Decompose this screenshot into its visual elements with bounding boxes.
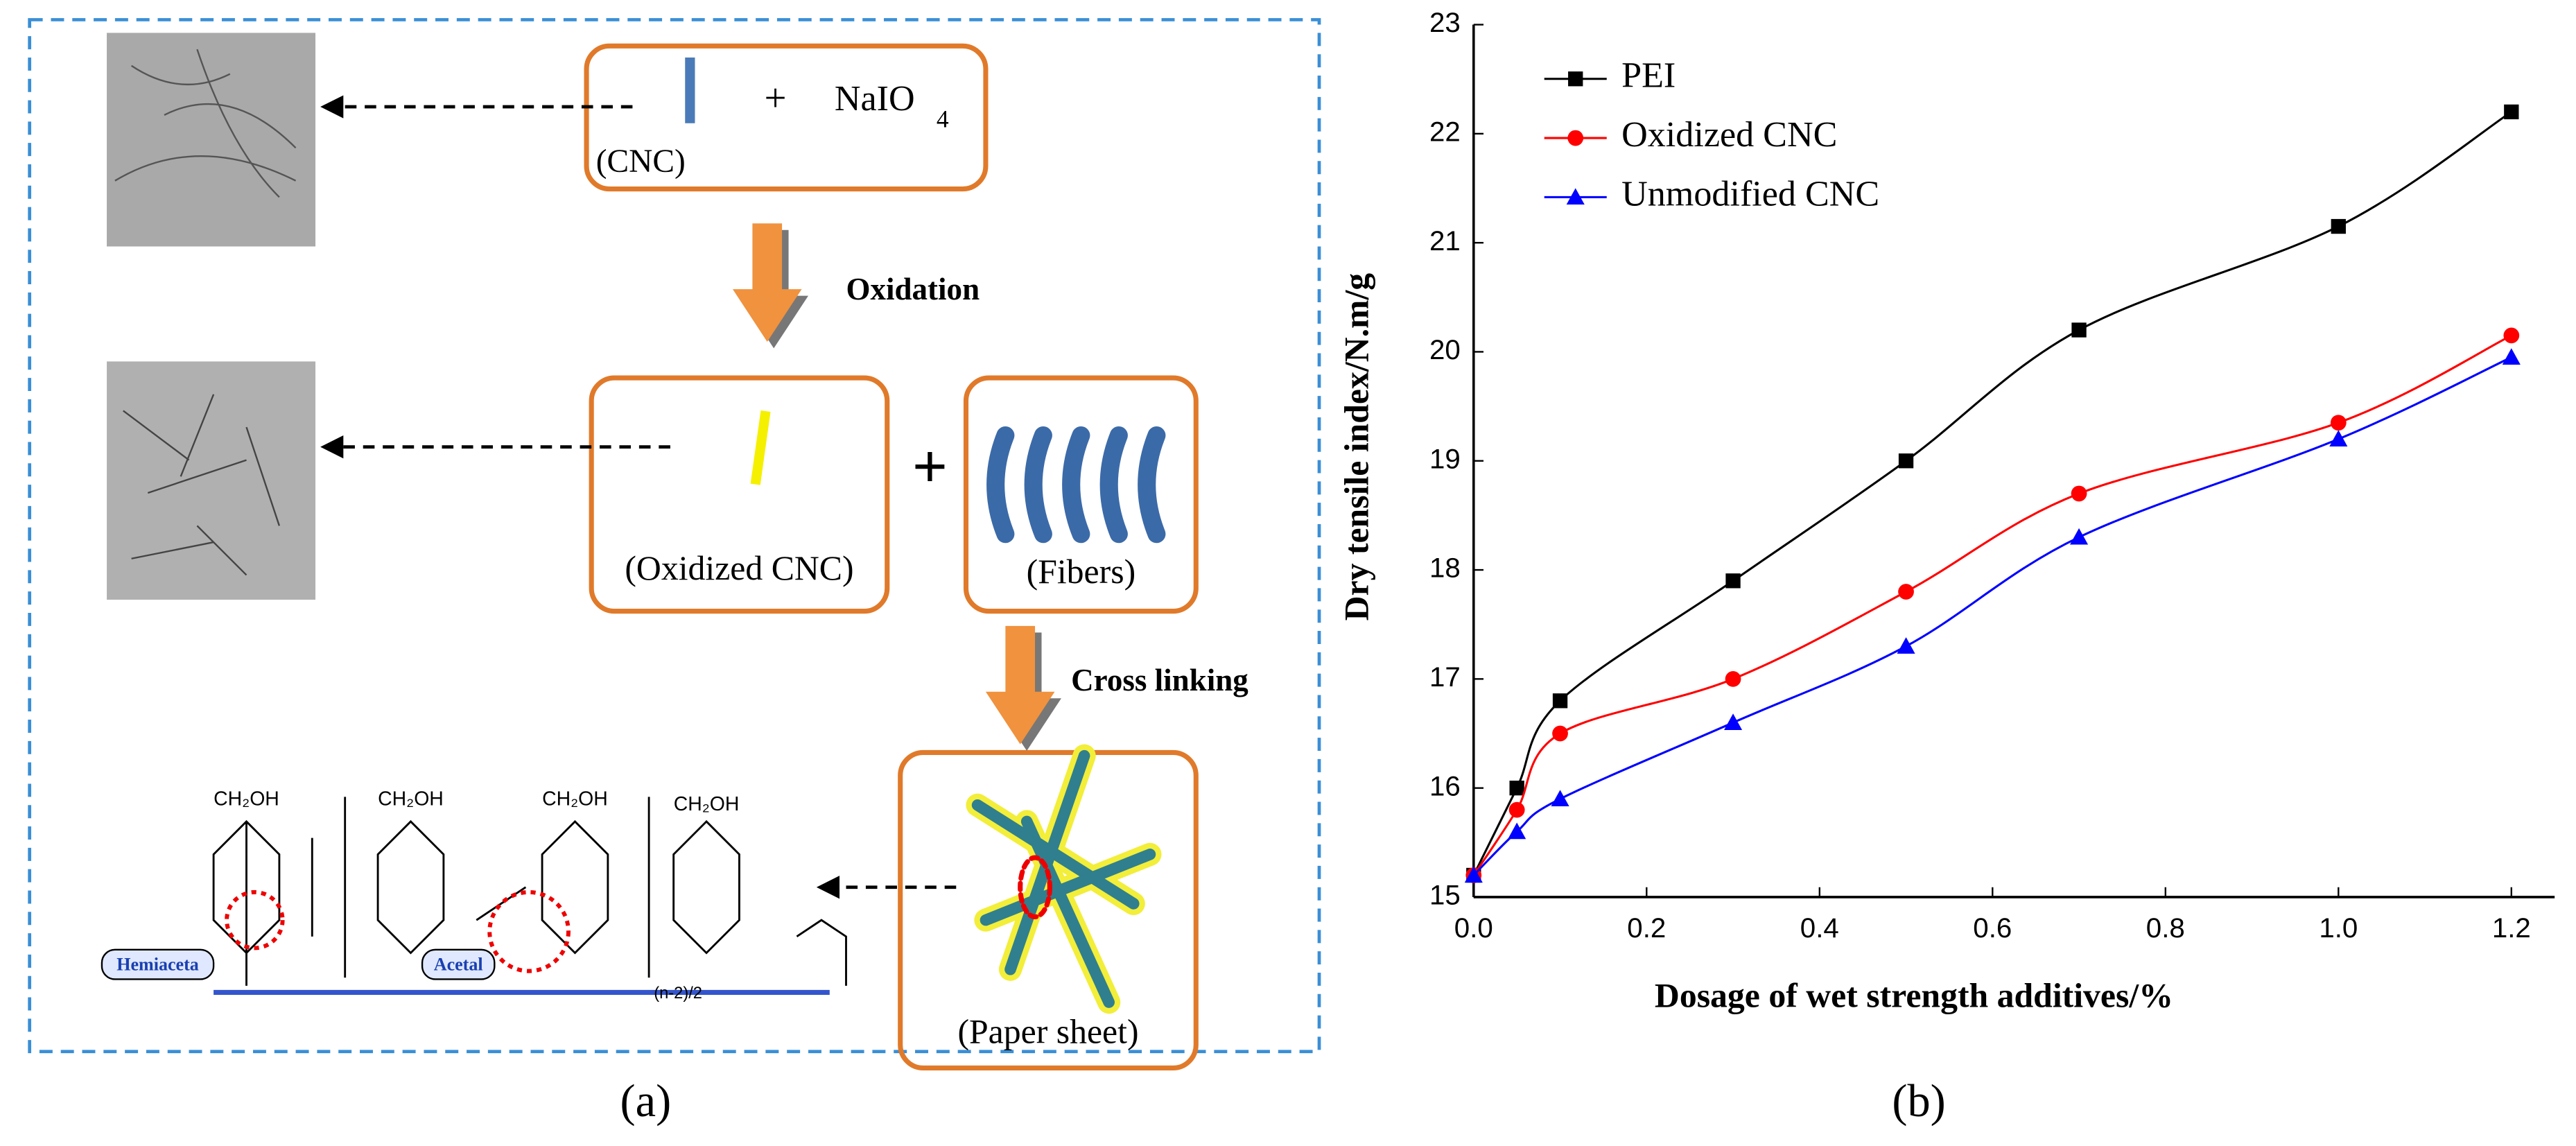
- series-line: [1472, 356, 2512, 876]
- paper-sheet-label: (Paper sheet): [957, 1012, 1138, 1050]
- plus: +: [912, 433, 948, 501]
- y-tick-label: 20: [1429, 334, 1461, 365]
- tem-image-2: [107, 361, 316, 600]
- marker: [2070, 528, 2089, 545]
- repeat-index: (n-2)/2: [654, 984, 702, 1002]
- panel-label: (a): [620, 1076, 672, 1127]
- cnc-label: (CNC): [596, 144, 686, 180]
- marker: [2502, 348, 2521, 365]
- step-label: Oxidation: [846, 272, 980, 306]
- y-tick-label: 16: [1429, 770, 1461, 801]
- plus: +: [765, 76, 787, 120]
- marker: [1552, 693, 1568, 709]
- arrow-heads: [320, 95, 840, 899]
- hemiacetal-tag: [101, 948, 215, 980]
- marker: [1725, 670, 1741, 687]
- panel-a-frame: [28, 18, 1321, 1054]
- oxidized-cnc-icon: [750, 410, 771, 485]
- fibers-label: (Fibers): [1027, 553, 1136, 591]
- marker: [1551, 790, 1569, 807]
- oxidized-cnc-label: (Oxidized CNC): [625, 549, 853, 587]
- marker: [2331, 218, 2346, 234]
- x-tick-label: 0.8: [2146, 912, 2185, 944]
- x-tick-label: 0.4: [1800, 912, 1839, 944]
- series-line: [1472, 334, 2512, 876]
- marker: [2071, 485, 2087, 502]
- x-axis-label: Dosage of wet strength additives/%: [1655, 976, 2173, 1014]
- acetal-tag: [421, 948, 496, 980]
- marker: [1508, 801, 1525, 818]
- chem-group: CH₂OH: [378, 788, 444, 810]
- marker: [1898, 584, 1914, 600]
- chem-group: CH₂OH: [214, 788, 279, 810]
- panel-label: (b): [1892, 1076, 1945, 1127]
- paper-sheet-icon: [966, 744, 1162, 1014]
- y-tick-label: 22: [1429, 116, 1461, 147]
- legend-label: Oxidized CNC: [1621, 115, 1837, 155]
- marker: [1898, 453, 1914, 469]
- marker: [1566, 188, 1585, 205]
- y-tick-label: 23: [1429, 7, 1461, 38]
- y-tick-label: 19: [1429, 443, 1461, 474]
- x-tick-label: 1.2: [2492, 912, 2531, 944]
- marker: [1552, 725, 1568, 742]
- series-line: [1472, 111, 2512, 876]
- cnc-icon: [685, 57, 695, 123]
- bond-label: Acetal: [434, 954, 483, 974]
- marker: [1897, 637, 1915, 654]
- fibers-icon: [986, 426, 1166, 544]
- tem-image-1: [107, 33, 316, 247]
- marker: [1509, 780, 1524, 796]
- legend-label: Unmodified CNC: [1621, 174, 1879, 214]
- x-tick-label: 1.0: [2319, 912, 2358, 944]
- chem-structure: [212, 797, 847, 995]
- process-arrows: [732, 223, 1061, 752]
- x-tick-label: 0.0: [1454, 912, 1493, 944]
- y-tick-label: 15: [1429, 880, 1461, 911]
- marker: [2071, 322, 2087, 338]
- marker: [1725, 573, 1741, 589]
- marker: [2330, 415, 2347, 431]
- bond-label: Hemiaceta: [116, 954, 199, 974]
- reagent: NaIO: [835, 79, 915, 119]
- marker: [1567, 130, 1584, 146]
- y-axis-label: Dry tensile index/N.m/g: [1338, 273, 1376, 621]
- step-label: Cross linking: [1071, 663, 1248, 697]
- x-tick-label: 0.2: [1627, 912, 1666, 944]
- y-tick-label: 17: [1429, 661, 1461, 693]
- x-tick-label: 0.6: [1973, 912, 2012, 944]
- marker: [1724, 713, 1743, 730]
- legend-label: PEI: [1621, 56, 1676, 96]
- chem-group: CH₂OH: [674, 793, 740, 815]
- boxes: [584, 43, 1199, 1070]
- plot-area: 15 16 17 18 19 20 21 22 23 0.0 0.2 0.4 0.6 0.8 1.0 1.2 P…: [1429, 7, 2555, 944]
- y-tick-label: 21: [1429, 225, 1461, 257]
- chem-group: CH₂OH: [542, 788, 608, 810]
- marker: [2504, 104, 2519, 120]
- dashed-arrows: [336, 105, 957, 889]
- marker: [1508, 822, 1526, 840]
- marker: [2503, 327, 2520, 344]
- marker: [1464, 866, 1483, 883]
- marker: [2329, 430, 2348, 446]
- reagent-subscript: 4: [937, 105, 949, 133]
- marker: [1568, 71, 1583, 87]
- y-tick-label: 18: [1429, 553, 1461, 584]
